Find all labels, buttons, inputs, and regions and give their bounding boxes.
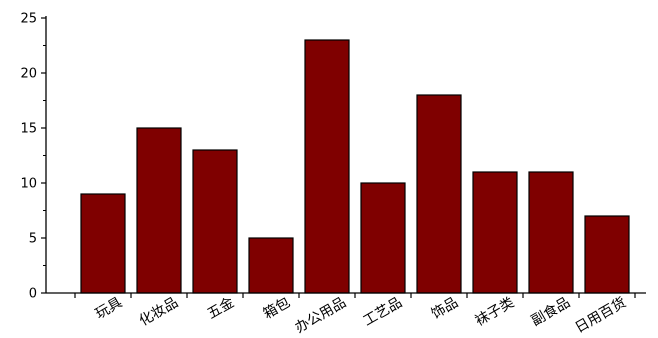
bars-layer xyxy=(80,39,630,294)
y-tick-label-0: 0 xyxy=(29,287,37,302)
y-tick-label-5: 25 xyxy=(20,12,37,27)
bar-3 xyxy=(192,149,238,294)
bar-6 xyxy=(360,182,406,294)
bar-4 xyxy=(248,237,294,294)
bar-9 xyxy=(528,171,574,294)
x-category-label-4: 箱包 xyxy=(261,295,293,323)
x-category-label-9: 副食品 xyxy=(528,294,573,330)
y-tick-label-2: 10 xyxy=(20,177,37,192)
bar-10 xyxy=(584,215,630,294)
y-tick-label-1: 5 xyxy=(29,232,37,247)
x-category-label-8: 袜子类 xyxy=(473,295,517,330)
x-category-label-6: 工艺品 xyxy=(361,295,405,330)
x-category-label-1: 玩具 xyxy=(93,295,125,323)
bar-5 xyxy=(304,39,350,294)
bar-1 xyxy=(80,193,126,294)
x-category-label-5: 办公用品 xyxy=(293,295,349,337)
x-category-label-10: 日用百货 xyxy=(572,294,629,337)
x-category-label-7: 饰品 xyxy=(429,295,461,323)
y-tick-label-3: 15 xyxy=(20,122,37,137)
axes-layer xyxy=(41,16,646,298)
y-tick-label-4: 20 xyxy=(20,67,37,82)
bar-2 xyxy=(136,127,182,294)
x-category-label-3: 五金 xyxy=(205,295,237,323)
bar-7 xyxy=(416,94,462,294)
bar-8 xyxy=(472,171,518,294)
x-category-label-2: 化妆品 xyxy=(137,295,181,330)
